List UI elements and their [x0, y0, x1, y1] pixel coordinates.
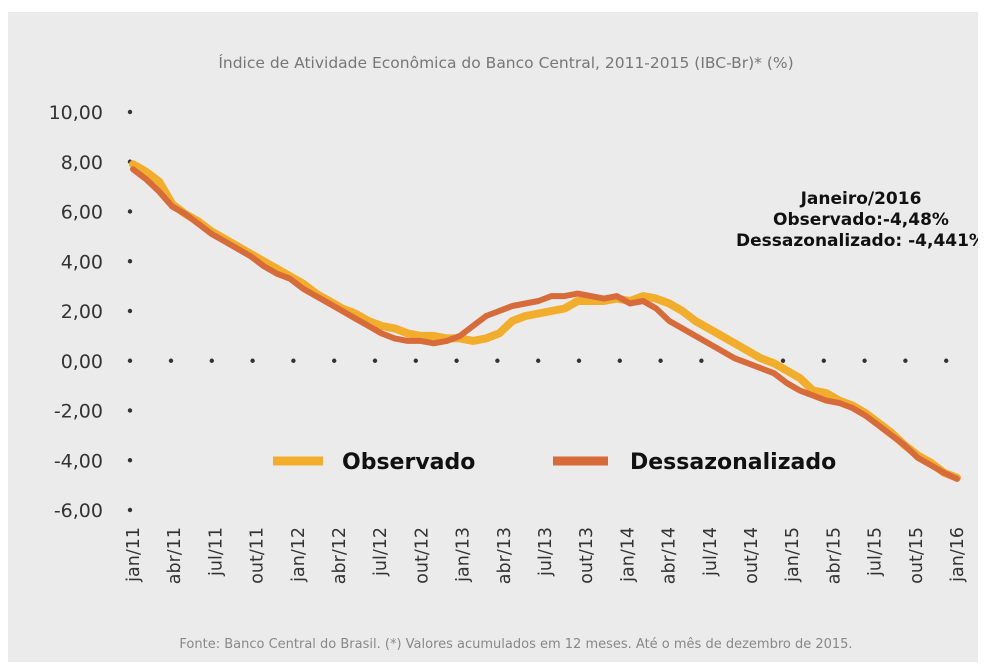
series-line-dessazonalizado	[130, 166, 960, 482]
legend-label-dessazonalizado: Dessazonalizado	[630, 450, 836, 475]
y-tick-label: 6,00	[61, 202, 103, 224]
zero-dot	[699, 358, 704, 363]
y-tick-mark	[127, 458, 133, 463]
zero-baseline-dots	[168, 358, 949, 363]
x-tick-label: abr/11	[165, 527, 185, 584]
zero-dot	[536, 358, 541, 363]
x-tick-label: jan/13	[454, 527, 474, 583]
y-tick-mark	[127, 408, 133, 413]
x-tick-label: jul/15	[866, 527, 886, 577]
x-tick-label: out/11	[248, 527, 268, 584]
y-tick-mark	[127, 308, 133, 314]
legend: Observado Dessazonalizado	[273, 450, 836, 475]
y-tick-label: 0,00	[61, 351, 103, 373]
y-axis: 10,00 8,00 6,00 4,00 2,00 0,00 -2,00 -4,00 -6,00	[49, 102, 133, 522]
x-tick-label: jul/14	[701, 527, 721, 577]
annotation-line-1: Janeiro/2016	[800, 189, 922, 209]
zero-dot	[617, 358, 622, 363]
zero-dot	[454, 358, 459, 363]
x-tick-label: jan/15	[783, 527, 803, 583]
y-tick-label: -2,00	[54, 401, 103, 423]
zero-dot	[944, 358, 949, 363]
annotation-box: Janeiro/2016 Observado:-4,48% Dessazonal…	[736, 189, 978, 251]
y-tick-mark	[127, 507, 133, 513]
zero-dot	[903, 358, 908, 363]
y-tick-label: -4,00	[54, 450, 103, 472]
zero-dot	[658, 358, 663, 363]
zero-dot	[780, 358, 786, 363]
y-tick-label: 8,00	[61, 152, 103, 174]
zero-dot	[168, 358, 174, 363]
zero-dot	[372, 358, 378, 363]
x-tick-label: jan/16	[948, 527, 968, 583]
zero-dot	[250, 358, 255, 363]
x-axis: jan/11 abr/11 jul/11 out/11 jan/12 abr/12 jul/…	[124, 527, 968, 584]
y-tick-mark	[127, 209, 133, 214]
series-line-observado	[129, 160, 961, 482]
annotation-line-2: Observado:-4,48%	[773, 210, 949, 230]
zero-dot	[495, 358, 500, 363]
x-tick-label: out/13	[577, 527, 597, 584]
chart-frame: Índice de Atividade Econômica do Banco C…	[8, 12, 978, 662]
line-chart: Índice de Atividade Econômica do Banco C…	[49, 53, 978, 652]
x-tick-label: out/14	[742, 527, 762, 584]
y-tick-label: 10,00	[49, 102, 103, 124]
zero-dot	[332, 358, 337, 363]
x-tick-label: abr/13	[495, 527, 515, 584]
series-lines	[129, 160, 961, 482]
zero-dot	[291, 358, 296, 363]
x-tick-label: jan/11	[124, 527, 144, 583]
x-tick-label: jul/12	[371, 527, 391, 577]
zero-dot	[576, 358, 582, 363]
zero-dot	[209, 358, 214, 363]
x-tick-label: abr/15	[824, 527, 844, 584]
source-note: Fonte: Banco Central do Brasil. (*) Valo…	[179, 637, 852, 652]
chart-title: Índice de Atividade Econômica do Banco C…	[218, 53, 793, 72]
y-tick-label: -6,00	[54, 500, 103, 522]
x-tick-label: jul/13	[536, 527, 556, 577]
x-tick-label: abr/14	[660, 527, 680, 584]
y-tick-label: 4,00	[61, 251, 103, 273]
y-tick-mark	[127, 259, 133, 264]
x-tick-label: jul/11	[206, 527, 226, 577]
zero-dot	[862, 358, 867, 363]
x-tick-label: out/15	[907, 527, 927, 584]
y-tick-mark	[127, 358, 133, 363]
y-tick-mark	[127, 109, 133, 115]
legend-label-observado: Observado	[342, 450, 475, 475]
x-tick-label: out/12	[412, 527, 432, 584]
x-tick-label: jan/14	[618, 527, 638, 583]
y-tick-label: 2,00	[61, 301, 103, 323]
zero-dot	[821, 358, 826, 363]
zero-dot	[413, 358, 418, 363]
annotation-line-3: Dessazonalizado: -4,441%	[736, 231, 978, 251]
x-tick-label: abr/12	[330, 527, 350, 584]
x-tick-label: jan/12	[289, 527, 309, 583]
